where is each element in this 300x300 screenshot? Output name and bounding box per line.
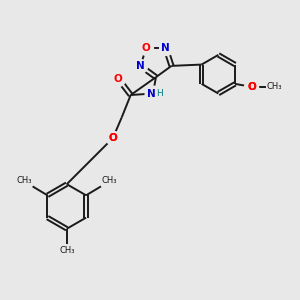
Text: CH₃: CH₃ [59, 246, 74, 255]
Text: O: O [247, 82, 256, 92]
Text: N: N [147, 88, 156, 98]
Text: CH₃: CH₃ [102, 176, 117, 185]
Text: O: O [247, 82, 256, 92]
Text: N: N [136, 61, 145, 71]
Text: CH₃: CH₃ [267, 82, 282, 91]
Text: H: H [156, 89, 163, 98]
Text: O: O [114, 74, 123, 84]
Text: CH₃: CH₃ [16, 176, 32, 185]
Text: N: N [161, 43, 170, 52]
Text: O: O [109, 133, 117, 143]
Text: O: O [142, 43, 151, 52]
Text: O: O [109, 133, 117, 143]
